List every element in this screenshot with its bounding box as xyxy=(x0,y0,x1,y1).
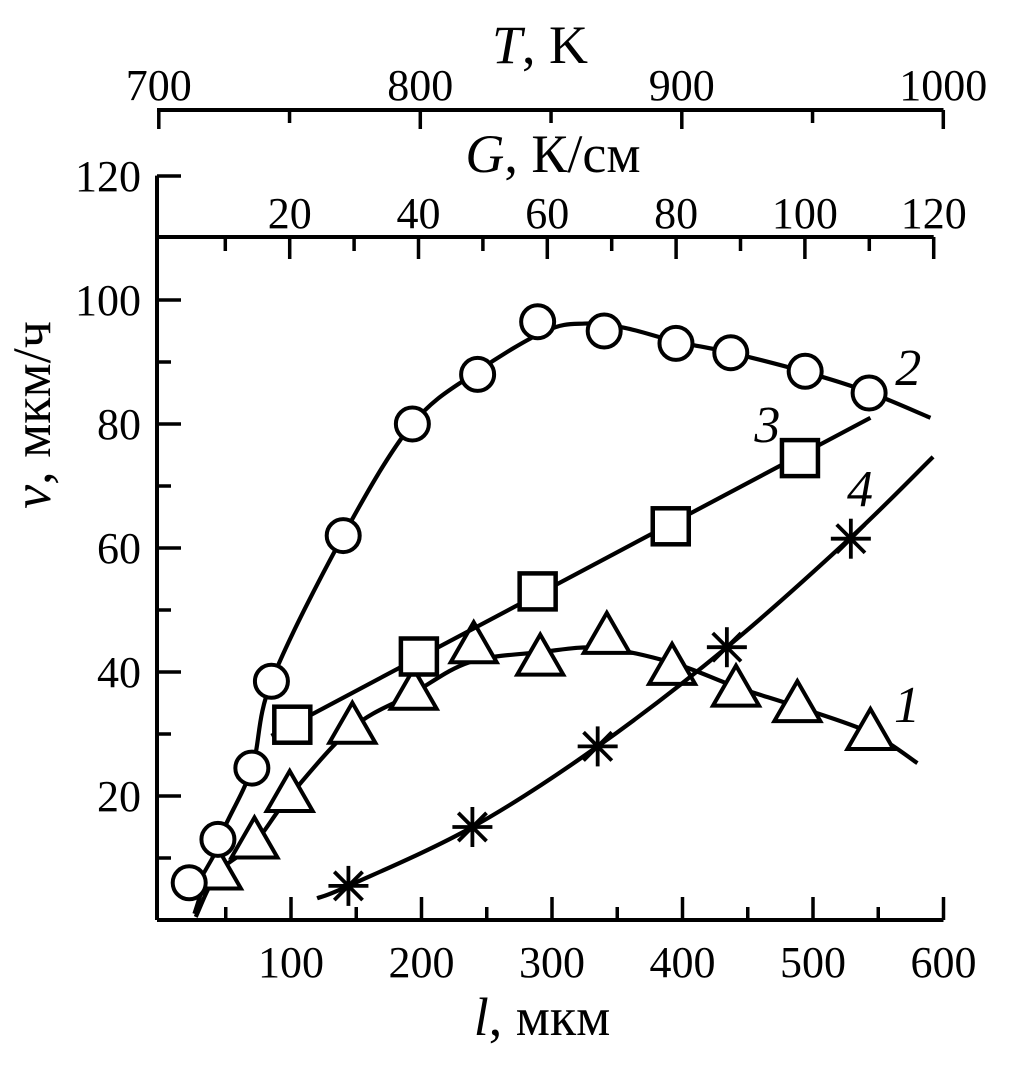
triangle-marker xyxy=(447,618,501,665)
axis-bottom-tick-label: 200 xyxy=(389,938,455,987)
axis-top-tick-label: 900 xyxy=(649,61,715,110)
curve-label-1: 1 xyxy=(894,677,920,734)
asterisk-stroke xyxy=(456,811,488,843)
curve-label-2: 2 xyxy=(895,340,921,397)
asterisk-stroke xyxy=(711,631,743,663)
circle-marker xyxy=(199,820,237,858)
circle-marker xyxy=(585,312,623,350)
axis-second-tick-label: 20 xyxy=(268,189,312,238)
axis-second-tick-label: 100 xyxy=(772,189,838,238)
triangle-marker xyxy=(325,698,379,745)
axis-second-tick-label: 120 xyxy=(901,189,967,238)
triangle-marker xyxy=(709,661,763,708)
square-marker xyxy=(517,571,558,612)
triangle-marker xyxy=(645,639,699,686)
axis-top-title: T, K xyxy=(492,15,588,75)
square-marker xyxy=(272,704,313,745)
series-2-markers xyxy=(170,303,888,902)
curve-label-4: 4 xyxy=(847,462,873,519)
triangle-marker xyxy=(580,608,634,655)
square-marker xyxy=(779,437,821,479)
circle-marker xyxy=(324,517,362,555)
triangle-marker xyxy=(513,630,567,677)
series-4-markers xyxy=(328,518,871,906)
axis-bottom-tick-label: 100 xyxy=(258,938,324,987)
axis-bottom-tick-label: 400 xyxy=(650,938,716,987)
axis-left-tick-label: 20 xyxy=(97,772,141,821)
asterisk-marker xyxy=(830,518,871,559)
axis-top-tick-label: 700 xyxy=(126,61,192,110)
circle-marker xyxy=(519,303,557,341)
axis-left-tick-label: 100 xyxy=(75,276,141,325)
axis-bottom-title: l, мкм xyxy=(474,987,611,1047)
axis-left-title: v, мкм/ч xyxy=(2,321,62,509)
triangle-marker xyxy=(263,766,317,813)
axis-second-title: G, К/см xyxy=(465,124,640,184)
series-3-line xyxy=(270,415,872,738)
triangle-marker xyxy=(843,704,897,751)
axis-left-tick-label: 40 xyxy=(97,648,141,697)
axis-bottom-l: 100 200 300 400 500 600 l, мкм xyxy=(157,897,977,1047)
asterisk-marker xyxy=(452,807,493,847)
axis-second-tick-label: 80 xyxy=(654,189,698,238)
axis-bottom-tick-label: 600 xyxy=(911,938,977,987)
asterisk-marker xyxy=(706,627,747,668)
triangle-marker xyxy=(387,664,441,711)
circle-marker xyxy=(850,374,888,412)
axis-left-v: 20 40 60 80 100 120 v, мкм/ч xyxy=(2,152,181,920)
axis-top-tick-label: 800 xyxy=(387,61,453,110)
series-1-line xyxy=(193,645,919,918)
series-3-markers xyxy=(272,437,821,745)
axis-top-tick-label: 1000 xyxy=(899,61,987,110)
axis-left-tick-label: 80 xyxy=(97,400,141,449)
axis-left-tick-label: 120 xyxy=(75,152,141,201)
circle-marker xyxy=(252,662,290,700)
series-2-line xyxy=(192,321,932,915)
circle-marker xyxy=(170,864,208,902)
asterisk-marker xyxy=(577,726,618,767)
asterisk-stroke xyxy=(332,870,364,902)
circle-marker xyxy=(233,749,271,787)
axis-bottom-tick-label: 500 xyxy=(780,938,846,987)
square-marker xyxy=(650,506,692,547)
axis-second-tick-label: 60 xyxy=(525,189,569,238)
asterisk-stroke xyxy=(582,730,614,762)
axis-left-tick-label: 60 xyxy=(97,524,141,573)
asterisk-marker xyxy=(328,865,369,906)
circle-marker xyxy=(657,324,695,362)
curve-label-3: 3 xyxy=(753,397,780,454)
asterisk-stroke xyxy=(835,523,867,555)
circle-marker xyxy=(786,352,824,390)
triangle-marker xyxy=(228,813,281,860)
axis-second-G: 20 40 60 80 100 120 G, К/см xyxy=(157,124,967,259)
series-1-markers xyxy=(191,608,897,891)
square-marker xyxy=(398,636,440,677)
axis-second-tick-label: 40 xyxy=(397,189,441,238)
circle-marker xyxy=(393,405,431,443)
circle-marker xyxy=(712,334,750,372)
axis-bottom-tick-label: 300 xyxy=(519,938,585,987)
axis-top-T: 700 800 900 1000 T, K xyxy=(126,15,987,129)
triangle-marker xyxy=(770,677,824,724)
circle-marker xyxy=(459,355,497,393)
